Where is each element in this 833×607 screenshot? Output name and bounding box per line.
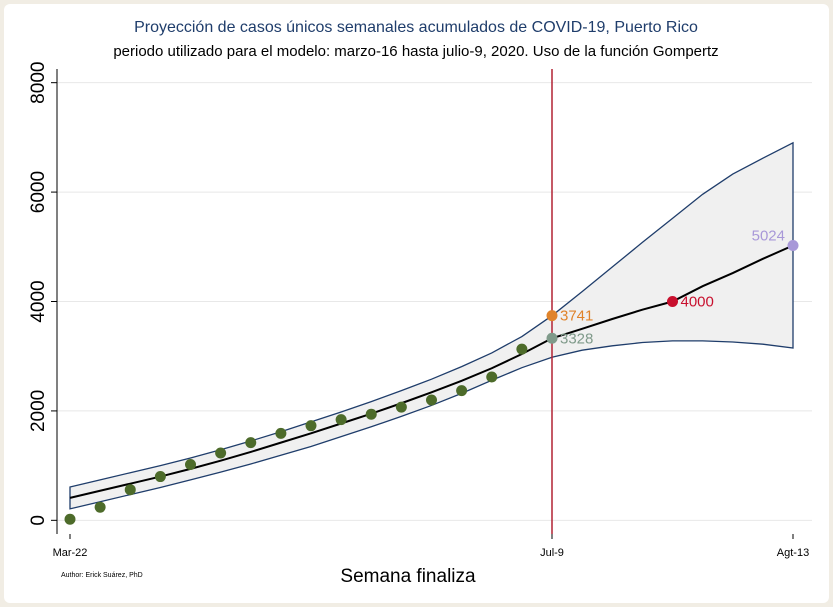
highlight-label: 3741 xyxy=(560,308,593,325)
highlight-point xyxy=(787,239,799,251)
observed-point xyxy=(215,447,227,459)
observed-point xyxy=(94,501,106,513)
x-tick-label: Agt-13 xyxy=(777,547,809,559)
chart-frame: Proyección de casos únicos semanales acu… xyxy=(4,4,829,603)
observed-point xyxy=(185,459,196,471)
y-tick-label: 8000 xyxy=(28,62,49,104)
highlight-label: 3328 xyxy=(560,330,593,347)
ci-band-layer xyxy=(69,141,794,510)
highlight-point xyxy=(667,296,678,307)
observed-point xyxy=(516,343,528,355)
observed-points-layer xyxy=(64,343,528,525)
ci-band xyxy=(69,141,794,510)
chart-subtitle: periodo utilizado para el modelo: marzo-… xyxy=(113,43,718,60)
x-tick-label: Mar-22 xyxy=(53,547,88,559)
x-axis-label: Semana finaliza xyxy=(340,566,476,587)
observed-point xyxy=(245,437,257,449)
y-tick-label: 0 xyxy=(28,515,49,526)
observed-point xyxy=(456,385,468,397)
observed-point xyxy=(305,420,317,432)
observed-point xyxy=(395,401,407,413)
observed-point xyxy=(365,408,377,420)
x-ticks-layer: Mar-22 Jul-9 Agt-13 xyxy=(53,534,809,559)
observed-point xyxy=(486,371,498,383)
highlight-point xyxy=(546,332,558,344)
y-tick-label: 4000 xyxy=(28,280,49,322)
x-tick-label: Jul-9 xyxy=(540,547,564,559)
observed-point xyxy=(275,427,287,439)
y-tick-label: 6000 xyxy=(28,171,49,213)
highlight-point xyxy=(546,310,558,322)
highlight-label: 5024 xyxy=(752,227,785,244)
observed-point xyxy=(64,513,76,525)
author-credit: Author: Erick Suárez, PhD xyxy=(61,572,143,579)
observed-point xyxy=(426,394,437,406)
observed-point xyxy=(154,471,166,483)
grid-layer xyxy=(57,82,812,521)
y-ticks-layer: 0 2000 4000 6000 8000 xyxy=(28,62,57,526)
highlight-label: 4000 xyxy=(681,294,714,311)
observed-point xyxy=(335,414,347,426)
observed-point xyxy=(124,484,136,496)
chart-svg: Proyección de casos únicos semanales acu… xyxy=(28,19,812,587)
chart-title: Proyección de casos únicos semanales acu… xyxy=(134,19,698,36)
y-tick-label: 2000 xyxy=(28,390,49,432)
highlight-points-layer: 3741 3328 4000 5024 xyxy=(546,227,799,347)
